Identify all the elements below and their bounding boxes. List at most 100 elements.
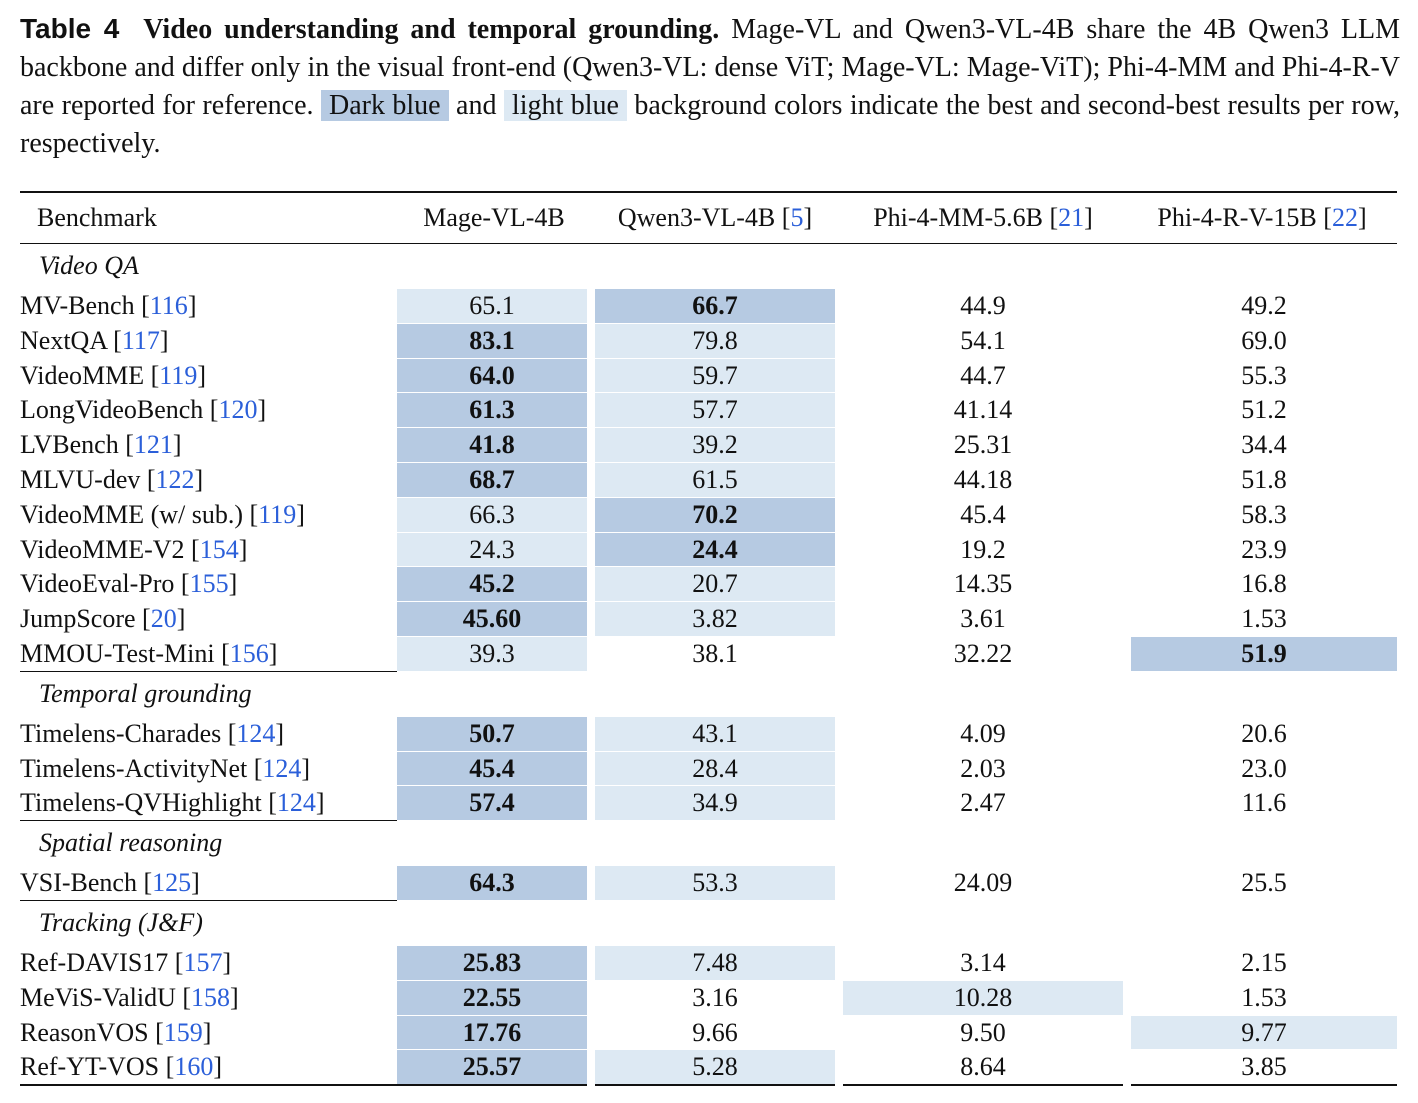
benchmark-label: MLVU-dev — [20, 464, 147, 494]
benchmark-citation[interactable]: [125] — [143, 867, 200, 897]
header-mage-vl: Mage-VL-4B — [397, 191, 591, 244]
benchmark-label: VSI-Bench — [20, 867, 144, 897]
section-title: Temporal grounding — [20, 670, 1397, 717]
score-cell: 32.22 — [835, 635, 1127, 672]
score-cell: 51.8 — [1123, 461, 1397, 498]
table-row: VideoMME-V2 [154] 24.3 24.4 19.2 23.9 — [20, 531, 1397, 568]
benchmark-label: Ref-DAVIS17 — [20, 947, 175, 977]
benchmark-citation[interactable]: [124] — [268, 788, 325, 818]
benchmark-name: MLVU-dev [122] — [20, 462, 397, 497]
benchmark-citation[interactable]: [154] — [191, 534, 248, 564]
benchmark-citation[interactable]: [156] — [221, 638, 278, 668]
score-cell: 1.53 — [1123, 979, 1397, 1016]
score-cell: 19.2 — [835, 531, 1127, 568]
benchmark-label: MMOU-Test-Mini — [20, 638, 222, 668]
benchmark-citation[interactable]: [119] — [249, 499, 305, 529]
header-qwen3-vl: Qwen3-VL-4B [5] — [591, 191, 839, 244]
score-cell: 14.35 — [835, 566, 1127, 603]
benchmark-name: Ref-DAVIS17 [157] — [20, 945, 397, 980]
section-header-row: Tracking (J&F) — [20, 899, 1397, 946]
score-cell: 54.1 — [835, 322, 1127, 359]
score-cell: 9.66 — [587, 1014, 839, 1051]
table-row: VideoMME (w/ sub.) [119] 66.3 70.2 45.4 58.3 — [20, 496, 1397, 533]
score-cell: 24.3 — [397, 531, 591, 568]
benchmark-citation[interactable]: [157] — [174, 947, 232, 977]
header-phi-4-r-v: Phi-4-R-V-15B [22] — [1127, 191, 1397, 244]
table-row: Ref-DAVIS17 [157] 25.83 7.48 3.14 2.15 — [20, 944, 1397, 981]
benchmark-citation[interactable]: [116] — [141, 291, 197, 320]
header-citation[interactable]: [21] — [1049, 203, 1093, 232]
table-label: Table 4 — [20, 13, 120, 44]
table-row: Timelens-ActivityNet [124] 45.4 28.4 2.03 23… — [20, 750, 1397, 787]
table-row: JumpScore [20] 45.60 3.82 3.61 1.53 — [20, 601, 1397, 637]
benchmark-citation[interactable]: [124] — [227, 718, 285, 748]
score-cell: 69.0 — [1123, 322, 1397, 359]
score-cell: 41.14 — [835, 392, 1127, 429]
table-row: VideoMME [119] 64.0 59.7 44.7 55.3 — [20, 357, 1397, 394]
score-cell: 23.0 — [1123, 750, 1397, 787]
benchmark-name: VideoMME (w/ sub.) [119] — [20, 497, 397, 532]
benchmark-citation[interactable]: [20] — [142, 604, 186, 634]
benchmark-label: LongVideoBench — [20, 395, 210, 425]
header-name: Qwen3-VL-4B — [617, 203, 782, 232]
table-row: LVBench [121] 41.8 39.2 25.31 34.4 — [20, 427, 1397, 463]
benchmark-citation[interactable]: [124] — [253, 753, 311, 783]
benchmark-name: VSI-Bench [125] — [20, 866, 397, 901]
score-cell: 1.53 — [1123, 601, 1397, 637]
score-cell: 70.2 — [587, 496, 839, 533]
benchmark-citation[interactable]: [155] — [180, 569, 238, 599]
benchmark-name: LVBench [121] — [20, 428, 397, 463]
header-citation[interactable]: [5] — [781, 203, 813, 232]
score-cell: 45.4 — [397, 750, 591, 787]
score-cell: 83.1 — [397, 322, 591, 359]
score-cell: 20.7 — [587, 566, 839, 603]
score-cell: 34.9 — [587, 785, 839, 822]
benchmark-name: VideoMME [119] — [20, 358, 397, 393]
score-cell: 4.09 — [835, 715, 1127, 752]
score-cell: 16.8 — [1123, 566, 1397, 603]
header-citation[interactable]: [22] — [1323, 203, 1367, 232]
table-header-row: Benchmark Mage-VL-4B Qwen3-VL-4B [5] Phi… — [20, 191, 1397, 244]
benchmark-citation[interactable]: [159] — [155, 1017, 212, 1047]
header-name: Phi-4-MM-5.6B — [873, 203, 1050, 232]
table-row: VSI-Bench [125] 64.3 53.3 24.09 25.5 — [20, 865, 1397, 901]
score-cell: 61.3 — [397, 392, 591, 429]
benchmark-label: MeViS-ValidU — [20, 982, 183, 1012]
benchmark-citation[interactable]: [120] — [209, 395, 267, 425]
score-cell: 25.5 — [1123, 865, 1397, 901]
benchmark-citation[interactable]: [121] — [125, 430, 182, 460]
benchmark-label: Timelens-QVHighlight — [20, 788, 269, 818]
benchmark-label: Timelens-ActivityNet — [20, 753, 254, 783]
caption-text-3: background colors indicate the best and … — [20, 90, 1401, 159]
benchmark-citation[interactable]: [122] — [146, 464, 204, 494]
benchmark-name: LongVideoBench [120] — [20, 393, 397, 428]
score-cell: 17.76 — [397, 1014, 591, 1051]
light-blue-swatch: light blue — [503, 90, 627, 121]
score-cell: 8.64 — [835, 1049, 1127, 1087]
score-cell: 45.60 — [397, 601, 591, 637]
score-cell: 43.1 — [587, 715, 839, 752]
score-cell: 9.50 — [835, 1014, 1127, 1051]
benchmark-citation[interactable]: [158] — [182, 982, 239, 1012]
benchmark-name: VideoEval-Pro [155] — [20, 567, 397, 602]
score-cell: 24.4 — [587, 531, 839, 568]
benchmark-name: ReasonVOS [159] — [20, 1015, 397, 1050]
benchmark-name: VideoMME-V2 [154] — [20, 532, 397, 567]
score-cell: 61.5 — [587, 461, 839, 498]
score-cell: 51.9 — [1123, 635, 1397, 672]
score-cell: 10.28 — [835, 979, 1127, 1016]
table-row: MMOU-Test-Mini [156] 39.3 38.1 32.22 51.9 — [20, 635, 1397, 672]
score-cell: 28.4 — [587, 750, 839, 787]
score-cell: 24.09 — [835, 865, 1127, 901]
section-title: Tracking (J&F) — [20, 899, 1397, 946]
benchmark-citation[interactable]: [117] — [113, 325, 169, 355]
score-cell: 57.7 — [587, 392, 839, 429]
section-title: Video QA — [39, 251, 139, 280]
section-header-row: Spatial reasoning — [20, 820, 1397, 866]
benchmark-citation[interactable]: [160] — [165, 1052, 222, 1082]
benchmark-citation[interactable]: [119] — [150, 360, 206, 390]
table-body: Video QA MV-Bench [116] 65.1 66.7 44.9 49.2 Ne… — [20, 244, 1397, 1087]
table-row: Timelens-Charades [124] 50.7 43.1 4.09 20.6 — [20, 715, 1397, 752]
benchmark-name: Timelens-Charades [124] — [20, 716, 397, 751]
section-header-row: Temporal grounding — [20, 670, 1397, 717]
